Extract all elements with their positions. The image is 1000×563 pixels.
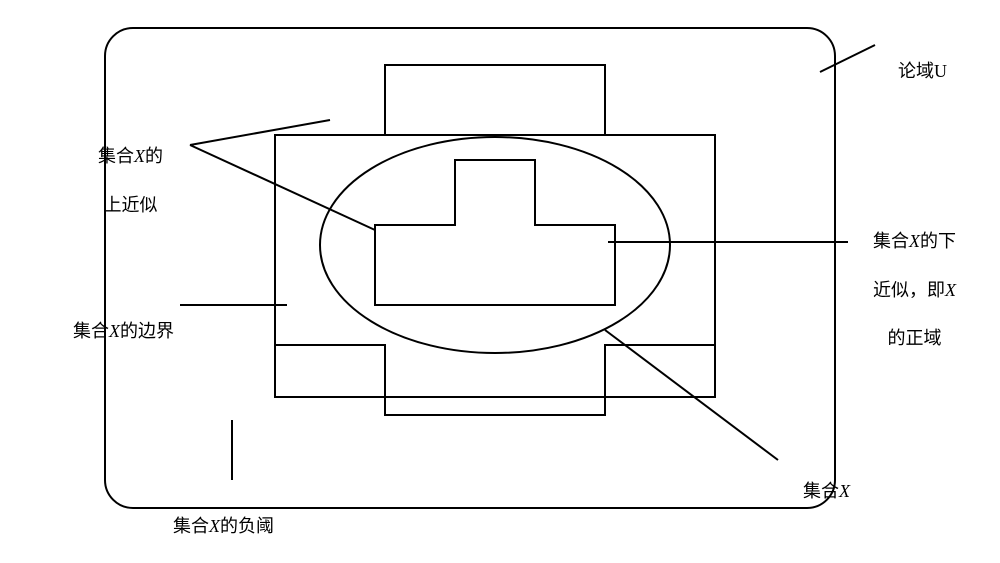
label-lower-line2: 近似，即X bbox=[873, 280, 956, 300]
label-upper-approx: 集合X的 上近似 bbox=[80, 120, 163, 241]
shape-lower-approx bbox=[375, 160, 615, 305]
label-universe-text: 论域U bbox=[898, 61, 947, 81]
label-boundary: 集合X的边界 bbox=[55, 295, 174, 368]
diagram-svg bbox=[0, 0, 1000, 545]
shape-set-x-ellipse bbox=[320, 137, 670, 353]
label-universe: 论域U bbox=[880, 35, 947, 108]
leader-universe bbox=[820, 45, 875, 72]
diagram-stage: 论域U 集合X的 上近似 集合X的下 近似，即X 的正域 集合X的边界 集合X的… bbox=[0, 0, 1000, 545]
label-upper-line2: 上近似 bbox=[104, 195, 158, 215]
label-neg-region: 集合X的负阈 bbox=[155, 490, 274, 563]
shape-outer-rect bbox=[275, 135, 715, 397]
leader-setx bbox=[605, 330, 778, 460]
label-lower-line3: 的正域 bbox=[888, 328, 942, 348]
leader-upper_a bbox=[190, 120, 330, 145]
label-set-x: 集合X bbox=[785, 455, 850, 528]
label-lower-line1: 集合X的下 bbox=[873, 231, 956, 251]
label-upper-line1: 集合X的 bbox=[98, 146, 163, 166]
label-lower-approx: 集合X的下 近似，即X 的正域 bbox=[855, 205, 956, 375]
shape-universe bbox=[105, 28, 835, 508]
